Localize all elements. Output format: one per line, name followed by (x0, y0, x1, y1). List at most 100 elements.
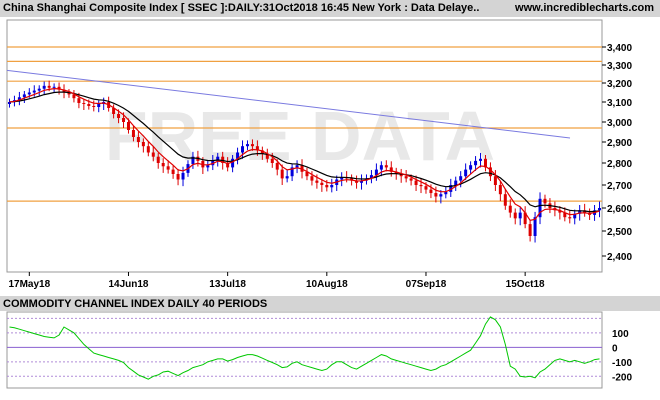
cci-line (9, 316, 600, 380)
price-y-tick-label: 2,700 (607, 181, 632, 192)
long-moving-average-line (9, 91, 600, 213)
candle-body (117, 114, 121, 118)
candle-body (434, 193, 438, 197)
candle-body (97, 104, 101, 107)
candle-body (429, 189, 433, 194)
cci-y-tick-label: 0 (612, 343, 618, 354)
candle-body (166, 166, 170, 170)
candle-body (131, 130, 135, 137)
candle-body (543, 198, 547, 204)
price-y-tick-label: 2,800 (607, 159, 632, 170)
candle-body (479, 158, 483, 161)
candle-body (439, 194, 443, 197)
site-link[interactable]: www.incrediblecharts.com (515, 2, 654, 14)
price-y-tick-label: 3,400 (607, 43, 632, 54)
candle-body (369, 175, 373, 179)
price-y-tick-label: 3,100 (607, 98, 632, 109)
candle-body (32, 90, 36, 93)
candle-body (141, 142, 145, 147)
candle-body (176, 174, 180, 180)
date-tick-label: 17May18 (8, 279, 50, 290)
price-panel-frame (6, 19, 603, 273)
cci-y-tick-label: 100 (612, 329, 629, 340)
candle-body (7, 102, 11, 104)
candle-body (533, 217, 537, 236)
price-y-tick-label: 3,300 (607, 61, 632, 72)
candle-body (27, 92, 31, 95)
candle-body (67, 92, 71, 95)
candle-body (270, 158, 274, 163)
price-y-tick-label: 2,600 (607, 204, 632, 215)
candle-body (389, 167, 393, 172)
candle-body (399, 174, 403, 177)
candle-body (112, 108, 116, 114)
candle-body (122, 118, 126, 122)
candle-body (136, 137, 140, 142)
candle-body (161, 163, 165, 167)
candle-body (295, 165, 299, 168)
candle-body (449, 185, 453, 192)
candle-body (87, 104, 91, 106)
candle-body (528, 224, 532, 236)
candle-body (469, 165, 473, 170)
candle-body (454, 180, 458, 185)
candle-body (77, 98, 81, 103)
candle-body (374, 169, 378, 176)
candle-body (330, 185, 334, 188)
candle-body (72, 94, 76, 99)
price-y-tick-label: 3,200 (607, 79, 632, 90)
price-y-tick-label: 2,500 (607, 227, 632, 238)
candle-body (315, 180, 319, 183)
candle-body (82, 103, 86, 104)
date-tick-label: 14Jun18 (108, 279, 148, 290)
indicator-title: COMMODITY CHANNEL INDEX DAILY 40 PERIODS (3, 298, 268, 310)
candle-body (459, 176, 463, 181)
price-y-tick-label: 3,000 (607, 118, 632, 129)
date-tick-label: 07Sep18 (406, 279, 447, 290)
date-tick-label: 13Jul18 (209, 279, 246, 290)
candle-body (42, 85, 46, 89)
trend-line (6, 69, 571, 139)
candle-body (57, 86, 61, 90)
candle-body (22, 94, 26, 98)
candle-body (320, 182, 324, 185)
candle-body (538, 198, 542, 218)
candle-body (260, 150, 264, 154)
candle-body (62, 89, 66, 93)
candle-body (285, 176, 289, 179)
candle-body (171, 169, 175, 174)
candle-body (280, 169, 284, 179)
candle-body (419, 185, 423, 187)
date-tick-label: 15Oct18 (506, 279, 545, 290)
candle-body (360, 180, 364, 183)
candle-body (444, 191, 448, 195)
candle-body (206, 165, 210, 168)
candle-body (226, 163, 230, 168)
candle-body (47, 85, 51, 88)
candle-body (156, 156, 160, 163)
candle-body (518, 212, 522, 219)
date-tick-label: 10Aug18 (306, 279, 348, 290)
candle-body (181, 172, 185, 180)
candle-body (265, 153, 269, 159)
candle-body (503, 194, 507, 206)
candle-body (255, 146, 259, 151)
candle-body (563, 212, 567, 218)
chart-title: China Shanghai Composite Index [ SSEC ]:… (3, 2, 480, 14)
price-y-tick-label: 2,400 (607, 252, 632, 263)
candle-body (146, 146, 150, 153)
candle-body (325, 185, 329, 188)
candle-body (488, 167, 492, 177)
candle-body (290, 167, 294, 177)
candle-body (568, 217, 572, 219)
candle-body (578, 210, 582, 214)
candle-body (151, 152, 155, 157)
cci-panel-frame (6, 311, 603, 389)
candle-body (340, 177, 344, 180)
candle-body (355, 180, 359, 183)
candle-body (379, 165, 383, 170)
candle-body (245, 144, 249, 147)
candle-body (17, 97, 21, 101)
candle-body (236, 152, 240, 159)
